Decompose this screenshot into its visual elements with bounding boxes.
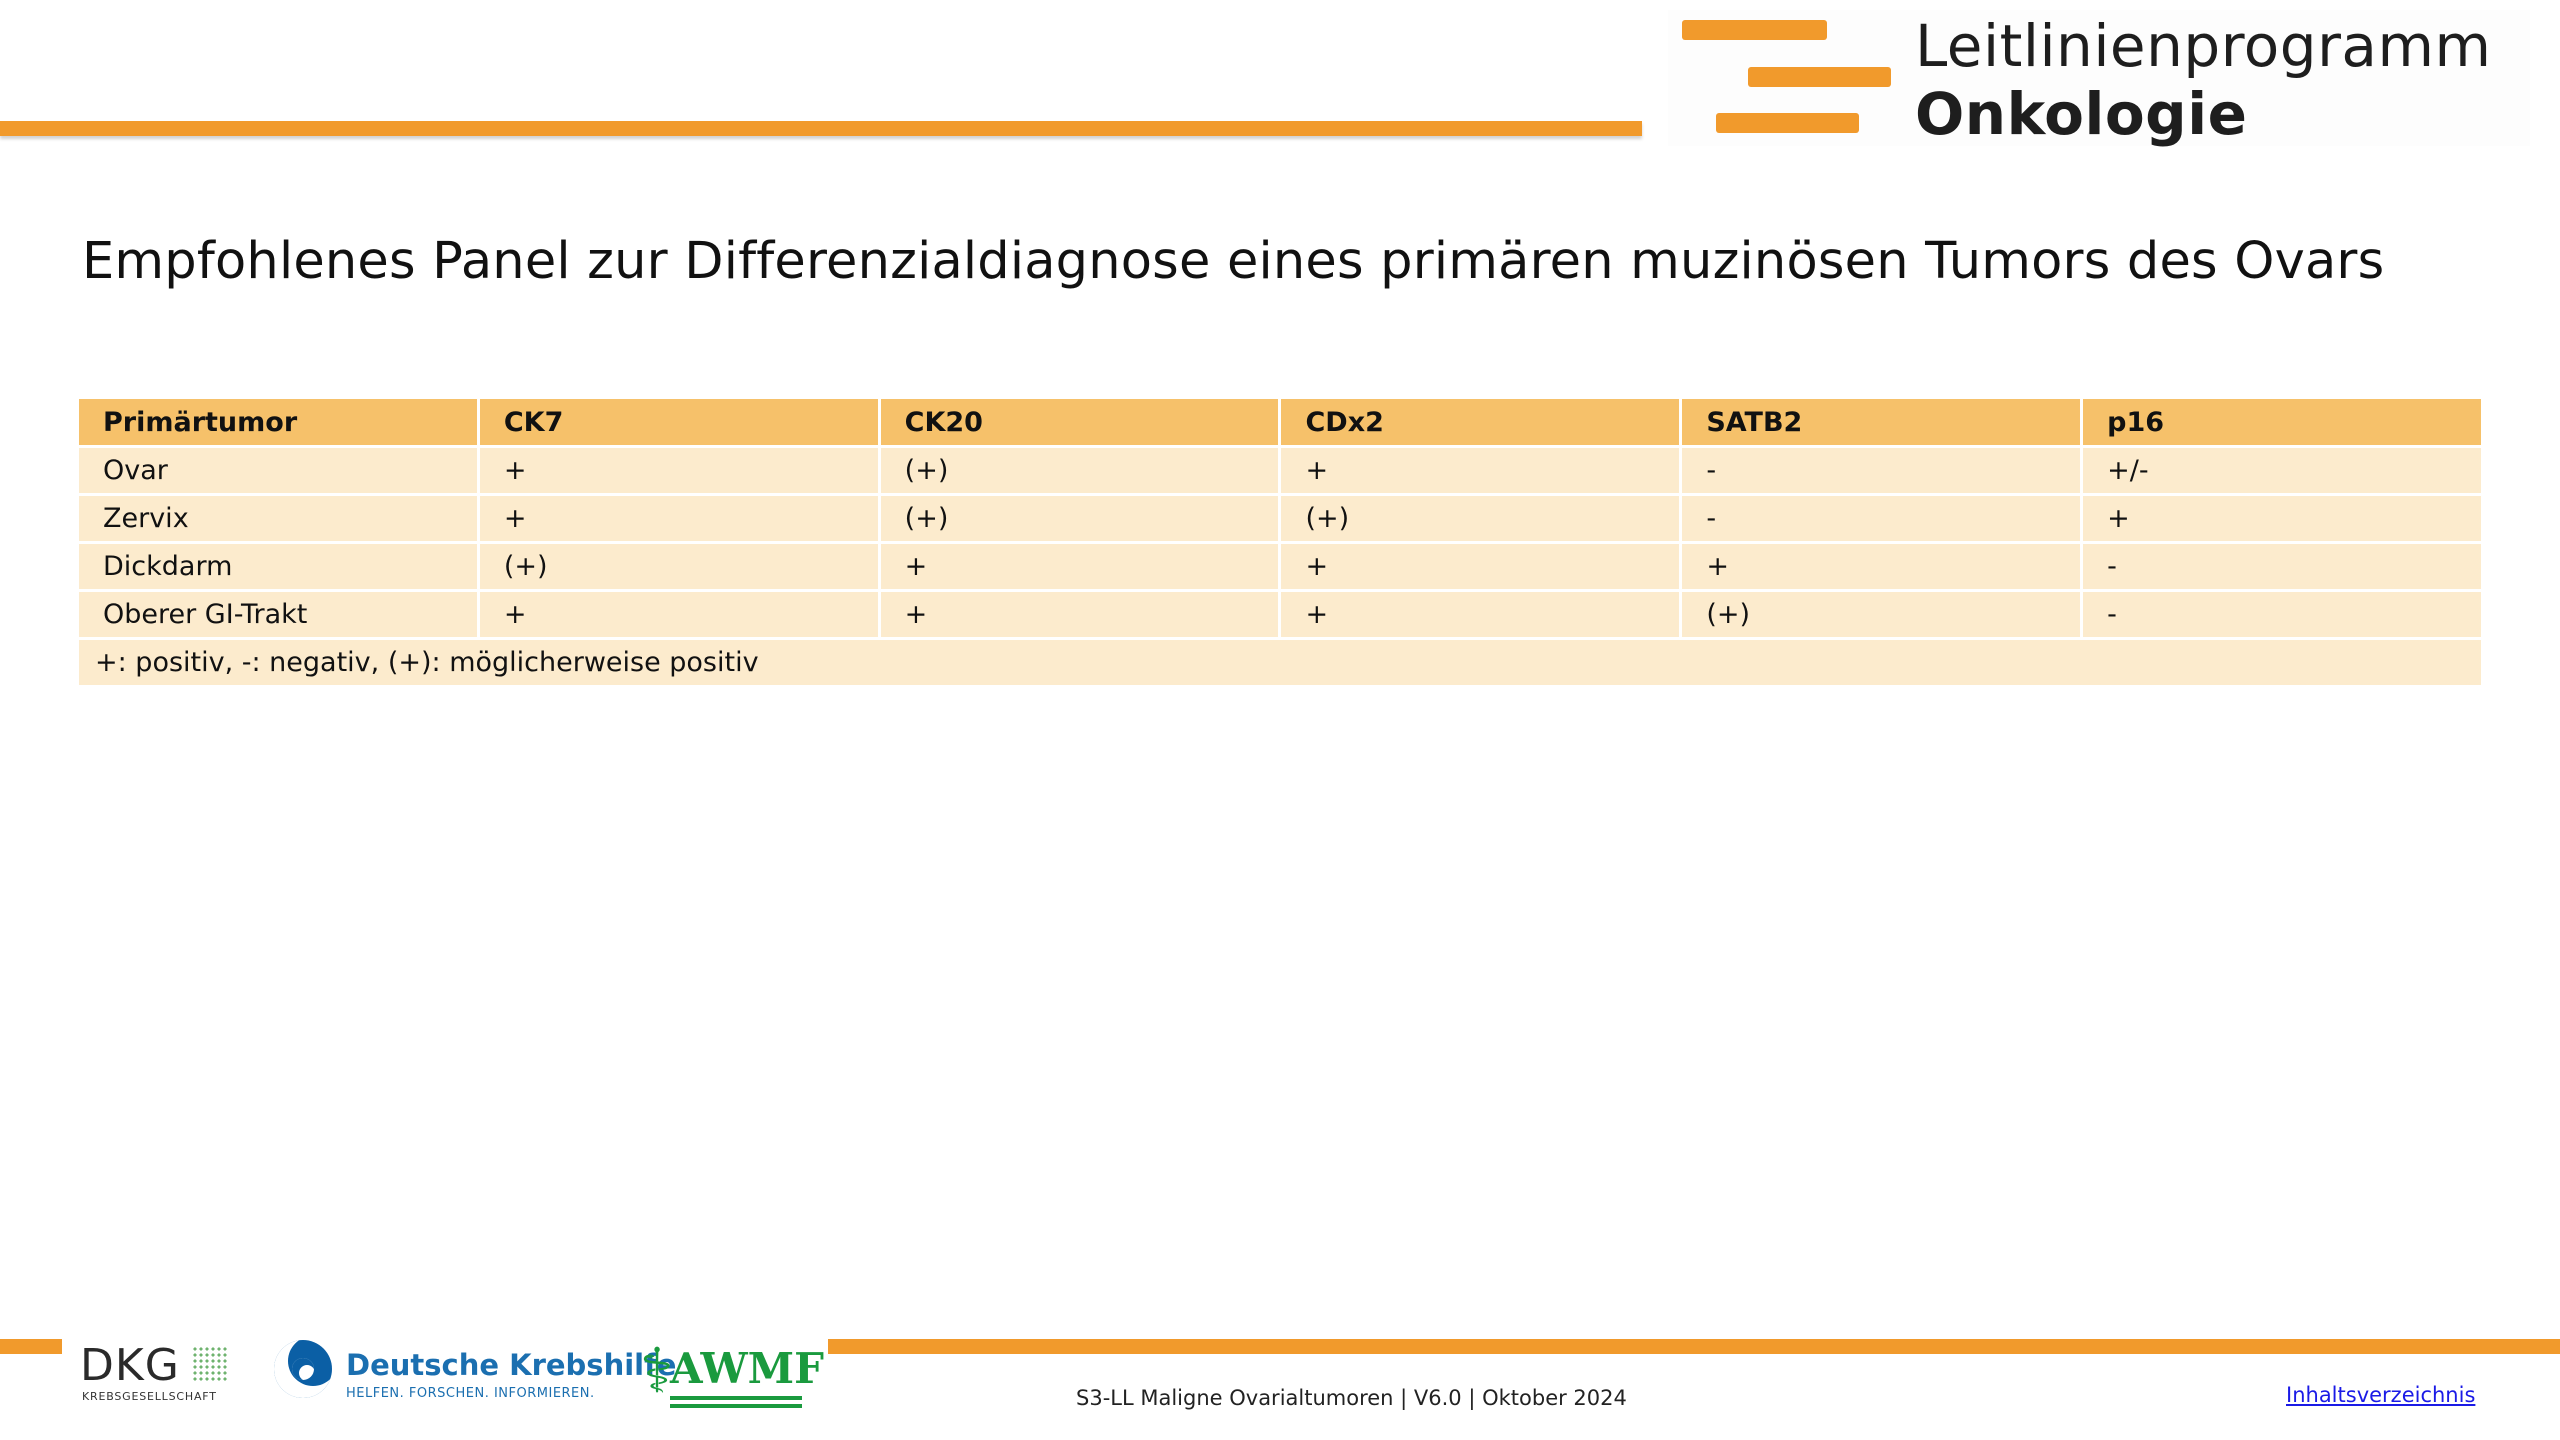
brand-line-2: Onkologie bbox=[1915, 80, 2248, 148]
table-cell: (+) bbox=[476, 541, 881, 592]
page-title: Empfohlenes Panel zur Differenzialdiagno… bbox=[82, 232, 2385, 291]
table-cell: + bbox=[476, 493, 881, 544]
deutsche-krebshilfe-logo: Deutsche Krebshilfe HELFEN. FORSCHEN. IN… bbox=[272, 1336, 676, 1408]
awmf-logo-text: AWMF bbox=[670, 1344, 824, 1393]
awmf-logo: ⚕ AWMF bbox=[640, 1334, 824, 1414]
logo-rule bbox=[670, 1404, 802, 1408]
table-cell: Zervix bbox=[76, 493, 480, 544]
column-header: Primärtumor bbox=[76, 396, 480, 448]
table-cell: (+) bbox=[1679, 589, 2084, 640]
differential-diagnosis-table: Primärtumor CK7 CK20 CDx2 SATB2 p16 Ovar… bbox=[76, 396, 2484, 688]
legend-row: +: positiv, -: negativ, (+): möglicherwe… bbox=[76, 637, 2484, 688]
table-cell: Oberer GI-Trakt bbox=[76, 589, 480, 640]
column-header: CDx2 bbox=[1278, 396, 1683, 448]
logo-rule bbox=[670, 1396, 802, 1400]
dkg-logo: DKG KREBSGESELLSCHAFT bbox=[80, 1340, 240, 1406]
table-cell: + bbox=[877, 589, 1282, 640]
table-cell: + bbox=[476, 589, 881, 640]
table-cell: - bbox=[1679, 493, 2084, 544]
table-cell: Dickdarm bbox=[76, 541, 480, 592]
table-cell: Ovar bbox=[76, 445, 480, 496]
table-cell: - bbox=[2080, 589, 2484, 640]
table-row: Oberer GI-Trakt + + + (+) - bbox=[76, 589, 2484, 640]
logo-bar-icon bbox=[1748, 67, 1891, 87]
table-row: Dickdarm (+) + + + - bbox=[76, 541, 2484, 592]
swirl-icon bbox=[274, 1340, 332, 1398]
table-cell: - bbox=[2080, 541, 2484, 592]
table-cell: + bbox=[1278, 589, 1683, 640]
brand-line-1: Leitlinienprogramm bbox=[1915, 12, 2492, 80]
table-cell: - bbox=[1679, 445, 2084, 496]
footer-accent-bar bbox=[828, 1339, 2560, 1354]
table-cell: + bbox=[2080, 493, 2484, 544]
table-legend: +: positiv, -: negativ, (+): möglicherwe… bbox=[76, 637, 2484, 688]
logo-bar-icon bbox=[1716, 113, 1859, 133]
column-header: SATB2 bbox=[1679, 396, 2084, 448]
column-header: p16 bbox=[2080, 396, 2484, 448]
table-row: Ovar + (+) + - +/- bbox=[76, 445, 2484, 496]
table-header-row: Primärtumor CK7 CK20 CDx2 SATB2 p16 bbox=[76, 396, 2484, 448]
table-cell: + bbox=[1278, 445, 1683, 496]
dkg-logo-subtext: KREBSGESELLSCHAFT bbox=[82, 1390, 217, 1403]
logo-bar-icon bbox=[1682, 20, 1827, 40]
table-cell: + bbox=[1679, 541, 2084, 592]
leitlinienprogramm-logo: Leitlinienprogramm Onkologie bbox=[1668, 10, 2530, 148]
table-cell: + bbox=[476, 445, 881, 496]
table-cell: + bbox=[1278, 541, 1683, 592]
table-cell: + bbox=[877, 541, 1282, 592]
dkh-logo-text: Deutsche Krebshilfe bbox=[346, 1348, 677, 1382]
table-row: Zervix + (+) (+) - + bbox=[76, 493, 2484, 544]
table-of-contents-link[interactable]: Inhaltsverzeichnis bbox=[2286, 1383, 2476, 1407]
dkh-tagline: HELFEN. FORSCHEN. INFORMIEREN. bbox=[346, 1386, 595, 1401]
footer-accent-bar bbox=[0, 1339, 62, 1354]
table-cell: (+) bbox=[877, 493, 1282, 544]
dot-grid-icon bbox=[192, 1346, 228, 1382]
table-cell: (+) bbox=[877, 445, 1282, 496]
column-header: CK7 bbox=[476, 396, 881, 448]
footer-document-info: S3-LL Maligne Ovarialtumoren | V6.0 | Ok… bbox=[1076, 1386, 1627, 1410]
table-cell: +/- bbox=[2080, 445, 2484, 496]
table-cell: (+) bbox=[1278, 493, 1683, 544]
header-accent-bar bbox=[0, 121, 1642, 136]
staff-of-asclepius-icon: ⚕ bbox=[640, 1334, 674, 1407]
dkg-logo-text: DKG bbox=[80, 1340, 180, 1391]
column-header: CK20 bbox=[877, 396, 1282, 448]
